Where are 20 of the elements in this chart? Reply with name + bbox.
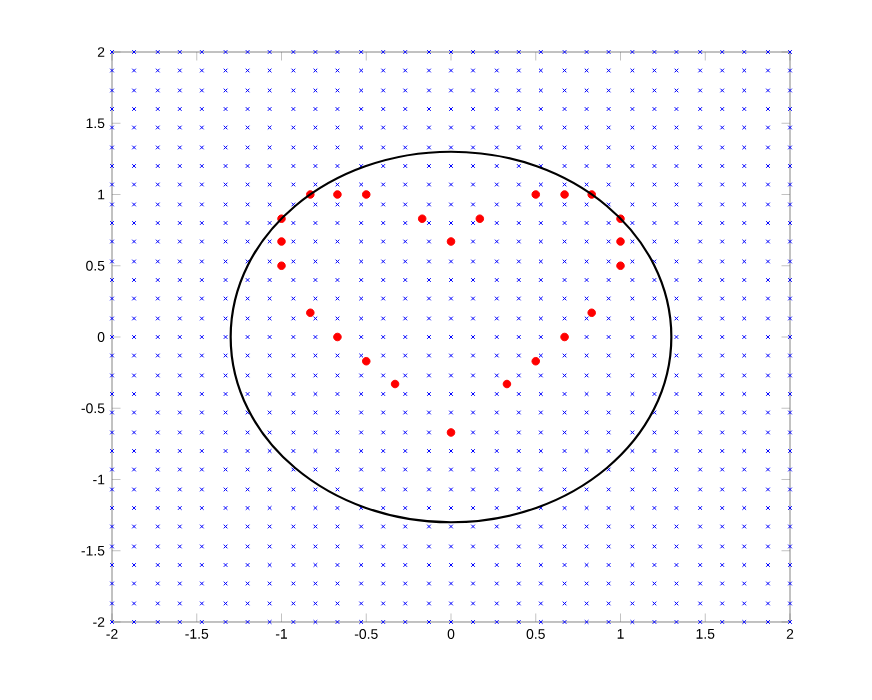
point [560, 332, 569, 342]
point [587, 308, 596, 318]
point [361, 190, 371, 199]
point [277, 237, 286, 246]
point [417, 214, 427, 224]
point [446, 237, 456, 246]
point [446, 428, 456, 437]
point [361, 356, 371, 366]
point [333, 332, 342, 342]
point [502, 379, 512, 389]
point [390, 379, 400, 389]
point [306, 308, 315, 318]
point [333, 190, 342, 199]
point [616, 237, 625, 246]
point [531, 190, 541, 199]
point [277, 261, 286, 271]
point [475, 214, 485, 224]
point [560, 190, 569, 199]
point [616, 261, 625, 271]
point [531, 356, 541, 366]
